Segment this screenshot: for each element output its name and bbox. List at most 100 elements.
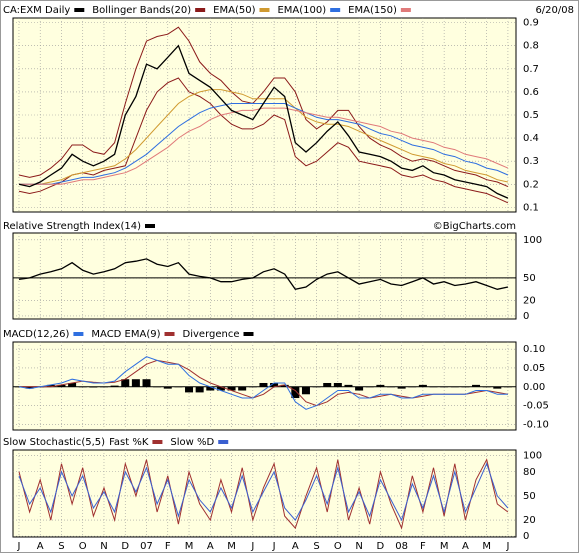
y-tick-label: -0.05 — [523, 401, 549, 412]
legend-swatch — [74, 8, 85, 12]
divergence-bar — [503, 386, 512, 388]
divergence-bar — [131, 379, 140, 387]
divergence-bar — [461, 386, 470, 388]
plot-area — [12, 232, 517, 320]
legend-label: MACD EMA(9) — [91, 329, 160, 340]
legend-swatch — [400, 8, 411, 12]
divergence-bar — [312, 386, 321, 388]
y-tick-label: 0.9 — [523, 18, 539, 29]
divergence-bar — [216, 386, 225, 391]
series-line — [18, 356, 508, 410]
y-tick-label: 0 — [523, 531, 529, 542]
divergence-bar — [227, 386, 236, 391]
divergence-bar — [450, 386, 459, 388]
legend-swatch — [145, 224, 155, 228]
legend-label: Divergence — [183, 329, 240, 340]
divergence-bar — [57, 384, 66, 387]
panel-title: Slow Stochastic(5,5) — [3, 437, 105, 448]
divergence-bar — [472, 384, 481, 387]
x-tick-label: N — [355, 541, 362, 552]
y-tick-label: 100 — [523, 235, 542, 246]
y-tick-label: 0.8 — [523, 41, 539, 52]
legend-label: EMA(100) — [277, 5, 326, 16]
divergence-bar — [333, 382, 342, 387]
y-tick-label: 0.3 — [523, 156, 539, 167]
chart-date: 6/20/08 — [535, 5, 574, 16]
y-tick-label: 0.00 — [523, 382, 545, 393]
x-tick-label: O — [79, 541, 87, 552]
divergence-bar — [174, 386, 183, 388]
y-tick-label: 0.5 — [523, 110, 539, 121]
x-tick-label: S — [58, 541, 64, 552]
divergence-bar — [110, 385, 119, 387]
divergence-bar — [25, 386, 34, 389]
x-tick-label: M — [440, 541, 449, 552]
divergence-bar — [206, 386, 215, 391]
plot-area — [12, 17, 517, 213]
divergence-bar — [248, 386, 257, 388]
legend-label: Fast %K — [109, 437, 149, 448]
divergence-bar — [344, 384, 353, 387]
y-tick-label: 50 — [523, 273, 536, 284]
y-tick-label: 50 — [523, 491, 536, 502]
x-tick-label: M — [185, 541, 194, 552]
divergence-bar — [493, 386, 502, 389]
x-tick-label: J — [505, 541, 509, 552]
x-tick-label: S — [313, 541, 319, 552]
divergence-bar — [301, 386, 310, 395]
divergence-bar — [259, 382, 268, 387]
legend-label: Slow %D — [170, 437, 214, 448]
divergence-bar — [355, 386, 364, 391]
x-tick-label: F — [420, 541, 426, 552]
panel-title: CA:EXM Daily — [3, 5, 70, 16]
divergence-bar — [121, 379, 130, 387]
y-tick-label: 0.6 — [523, 87, 539, 98]
legend-swatch — [330, 8, 341, 12]
divergence-bar — [397, 386, 406, 389]
series-line — [18, 258, 509, 291]
divergence-bar — [386, 386, 395, 388]
y-tick-label: 80 — [523, 467, 536, 478]
divergence-bar — [418, 384, 427, 387]
x-tick-label: O — [334, 541, 342, 552]
x-tick-label: J — [250, 541, 254, 552]
divergence-bar — [280, 384, 289, 387]
divergence-bar — [323, 382, 332, 387]
divergence-bar — [89, 386, 98, 388]
divergence-bar — [429, 386, 438, 388]
legend-swatch — [73, 332, 84, 336]
y-tick-label: 0.7 — [523, 64, 539, 75]
divergence-bar — [270, 382, 279, 387]
divergence-bar — [68, 382, 77, 387]
x-tick-label: D — [377, 541, 385, 552]
x-tick-label: J — [16, 541, 20, 552]
series-line — [19, 107, 509, 185]
divergence-bar — [46, 384, 55, 387]
series-line — [18, 462, 509, 522]
divergence-bar — [163, 386, 172, 389]
y-tick-label: -0.10 — [523, 419, 549, 430]
y-tick-label: 0.1 — [523, 202, 539, 213]
y-tick-label: 20 — [523, 296, 536, 307]
legend-label: EMA(150) — [348, 5, 397, 16]
divergence-bar — [376, 384, 385, 387]
x-tick-label: A — [462, 541, 469, 552]
bollinger-band — [18, 26, 509, 188]
y-tick-label: 0.2 — [523, 179, 539, 190]
legend-swatch — [195, 8, 206, 12]
divergence-bar — [291, 386, 300, 399]
divergence-bar — [99, 386, 108, 388]
series-line — [18, 44, 509, 199]
y-tick-label: 0.4 — [523, 133, 539, 144]
x-tick-label: F — [165, 541, 171, 552]
y-tick-label: 100 — [523, 451, 542, 462]
legend-label: MACD(12,26) — [3, 329, 70, 340]
x-tick-label: 07 — [140, 541, 153, 552]
divergence-bar — [482, 386, 491, 388]
divergence-bar — [365, 386, 374, 388]
x-tick-label: N — [100, 541, 107, 552]
legend-label: Relative Strength Index(14) — [3, 221, 141, 232]
divergence-bar — [14, 386, 23, 388]
legend-label: Bollinger Bands(20) — [92, 5, 191, 16]
divergence-bar — [153, 386, 162, 388]
